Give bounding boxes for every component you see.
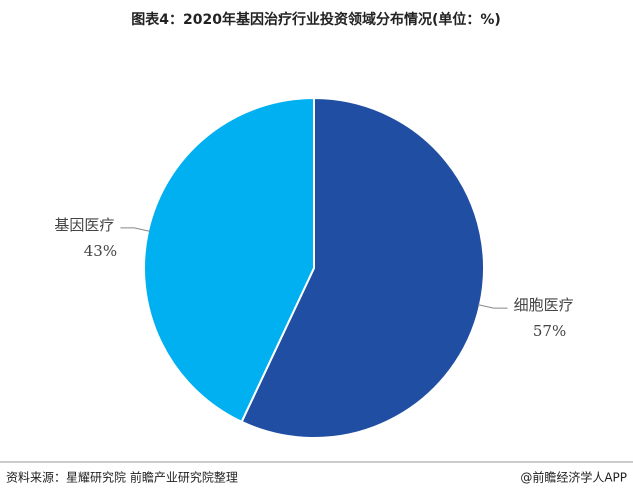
leader-line — [120, 227, 151, 232]
leader-line — [477, 304, 508, 309]
credit: @前瞻经济学人APP — [520, 470, 627, 485]
source: 资料来源：星耀研究院 前瞻产业研究院整理 — [6, 470, 238, 485]
category-label: 基因医疗 — [54, 216, 114, 234]
value-label: 43% — [84, 242, 117, 260]
chart-title: 图表4：2020年基因治疗行业投资领域分布情况(单位：%) — [131, 11, 501, 28]
value-label: 57% — [533, 322, 566, 340]
category-label: 细胞医疗 — [514, 296, 574, 314]
